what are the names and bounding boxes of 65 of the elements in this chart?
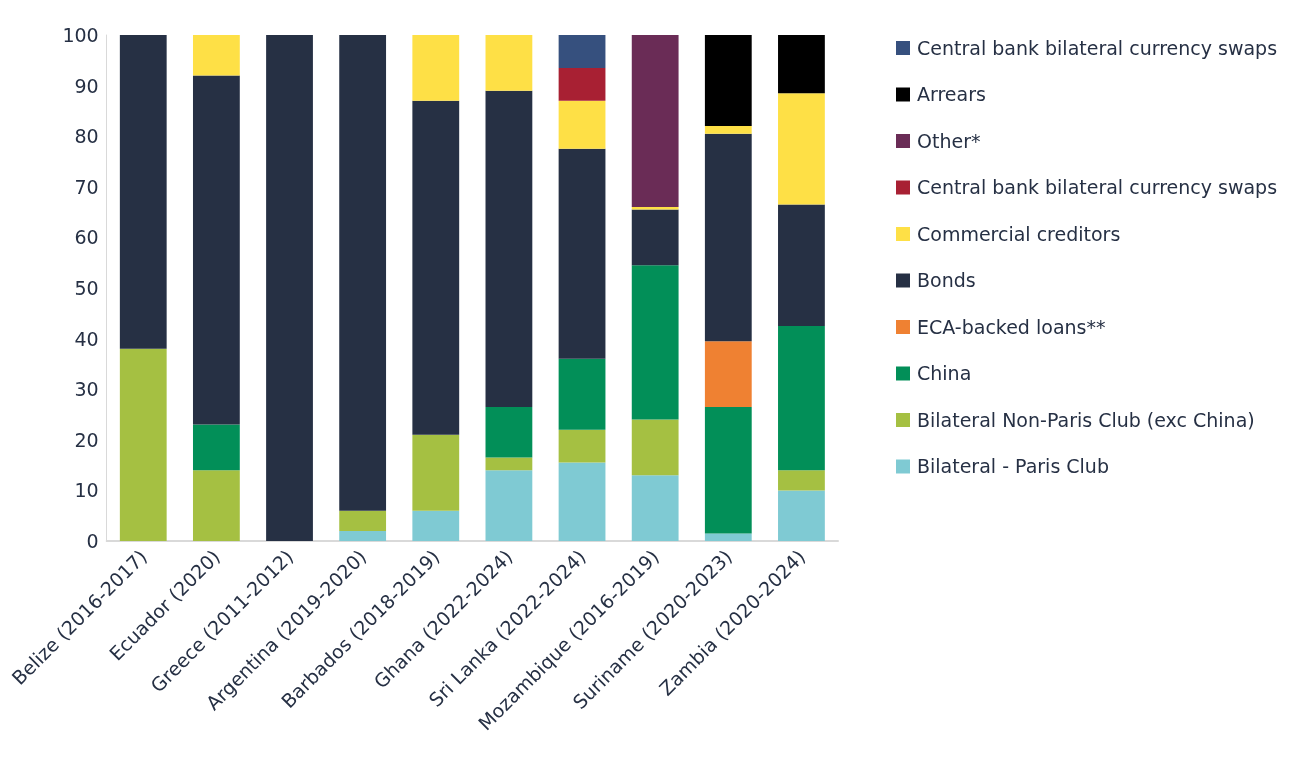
bar <box>631 475 679 541</box>
bar <box>119 35 167 349</box>
bar <box>485 470 533 541</box>
bar <box>485 90 533 407</box>
y-tick-label: 70 <box>74 175 99 198</box>
bar <box>192 424 240 471</box>
y-tick-label: 100 <box>62 24 99 46</box>
bar <box>192 75 240 425</box>
bar <box>631 35 679 208</box>
y-tick-label: 0 <box>86 530 99 552</box>
bar <box>778 93 825 205</box>
bar <box>631 265 679 420</box>
bar <box>558 462 606 541</box>
bar <box>339 35 387 511</box>
bar <box>412 100 460 435</box>
legend-label: China <box>917 362 972 384</box>
bar <box>558 67 606 101</box>
y-tick-label: 90 <box>74 74 99 97</box>
bar <box>558 35 606 68</box>
bar <box>485 406 533 458</box>
bar <box>339 530 387 541</box>
bar <box>192 35 240 76</box>
legend-label: Bilateral Non-Paris Club (exc China) <box>917 408 1255 431</box>
bar <box>778 325 825 471</box>
bar <box>192 470 240 541</box>
y-tick-label: 20 <box>74 428 99 451</box>
bar <box>704 126 752 134</box>
y-tick-label: 60 <box>74 226 99 249</box>
y-tick-label: 30 <box>74 378 99 401</box>
bar <box>119 348 167 541</box>
bar <box>558 100 606 149</box>
bar <box>631 207 679 210</box>
bar <box>266 35 313 541</box>
bar <box>704 533 752 541</box>
legend-label: Commercial creditors <box>917 222 1121 245</box>
bar <box>631 209 679 266</box>
legend-label: Bilateral - Paris Club <box>917 455 1109 477</box>
bar <box>485 457 533 471</box>
y-tick-label: 50 <box>74 277 99 299</box>
bar <box>558 358 606 430</box>
bar <box>558 429 606 463</box>
bar <box>778 35 825 94</box>
legend-label: Central bank bilateral currency swaps <box>917 176 1278 198</box>
bar <box>704 341 752 407</box>
y-tick-label: 80 <box>74 125 99 148</box>
y-tick-label: 40 <box>74 327 99 350</box>
bar <box>339 510 387 531</box>
legend-label: Arrears <box>917 83 986 105</box>
legend-label: Other* <box>917 129 981 152</box>
bar <box>704 406 752 534</box>
legend-label: ECA-backed loans** <box>917 315 1106 338</box>
bar <box>704 133 752 342</box>
bar <box>778 204 825 326</box>
bar <box>631 419 679 476</box>
bar <box>704 35 752 127</box>
bar <box>778 490 825 541</box>
legend-label: Central bank bilateral currency swaps <box>917 36 1278 59</box>
bar <box>558 148 606 359</box>
bar <box>485 35 533 91</box>
bar <box>412 35 460 101</box>
bar <box>412 510 460 541</box>
legend-label: Bonds <box>917 269 976 291</box>
y-tick-label: 10 <box>74 479 99 502</box>
bar <box>412 434 460 511</box>
bar <box>778 470 825 491</box>
